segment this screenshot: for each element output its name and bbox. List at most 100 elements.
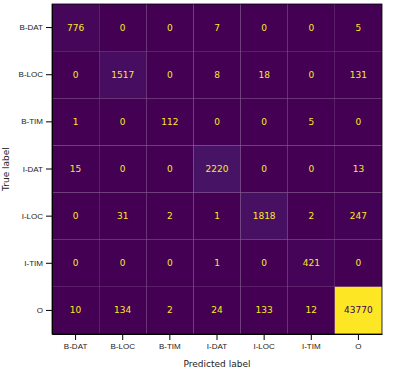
cell-label: 247 bbox=[350, 211, 367, 221]
plot: 7760070050151708180131101120050150022200… bbox=[19, 4, 383, 351]
heatmap-cell bbox=[146, 287, 193, 334]
heatmap-cell bbox=[288, 4, 335, 51]
cell-labels: 7760070050151708180131101120050150022200… bbox=[67, 23, 373, 316]
cell-label: 7 bbox=[214, 23, 220, 33]
y-axis: B-DATB-LOCB-TIMI-DATI-LOCI-TIMO bbox=[19, 5, 53, 335]
y-axis-line bbox=[52, 5, 53, 335]
heatmap-cell bbox=[52, 98, 99, 145]
cell-label: 0 bbox=[73, 70, 79, 80]
heatmap-cell bbox=[193, 287, 240, 334]
x-tick-label: B-TIM bbox=[159, 342, 181, 351]
y-tick: I-TIM bbox=[24, 259, 52, 268]
cell-label: 10 bbox=[70, 305, 82, 315]
cell-label: 1517 bbox=[111, 70, 134, 80]
heatmap-cell bbox=[335, 51, 382, 98]
cell-label: 0 bbox=[167, 258, 173, 268]
heatmap-cell bbox=[52, 51, 99, 98]
cell-label: 8 bbox=[214, 70, 220, 80]
cell-label: 0 bbox=[356, 258, 362, 268]
x-tick-label: I-TIM bbox=[302, 342, 321, 351]
heatmap-cell bbox=[335, 98, 382, 145]
cell-label: 776 bbox=[67, 23, 84, 33]
x-tick: I-TIM bbox=[302, 334, 321, 351]
cell-label: 0 bbox=[261, 117, 267, 127]
cell-label: 13 bbox=[353, 164, 364, 174]
cell-label: 131 bbox=[350, 70, 367, 80]
y-tick-mark bbox=[46, 74, 52, 75]
heatmap-cell bbox=[146, 4, 193, 51]
cell-label: 0 bbox=[214, 117, 220, 127]
heatmap-cell bbox=[241, 145, 288, 192]
heatmap-cell bbox=[99, 287, 146, 334]
cell-label: 2 bbox=[308, 211, 314, 221]
cell-label: 0 bbox=[308, 70, 314, 80]
heatmap-cell bbox=[241, 51, 288, 98]
heatmap-cell bbox=[99, 145, 146, 192]
heatmap-cell bbox=[146, 193, 193, 240]
x-tick: B-LOC bbox=[110, 334, 135, 351]
heatmap-cell bbox=[193, 51, 240, 98]
cell-label: 0 bbox=[167, 70, 173, 80]
heatmap-cell bbox=[146, 240, 193, 287]
cell-label: 0 bbox=[73, 211, 79, 221]
heatmap-cell bbox=[99, 98, 146, 145]
x-tick-label: B-DAT bbox=[64, 342, 88, 351]
y-tick: I-LOC bbox=[22, 212, 52, 221]
cell-label: 134 bbox=[114, 305, 131, 315]
heatmap-cell bbox=[193, 98, 240, 145]
x-tick-label: I-LOC bbox=[253, 342, 275, 351]
heatmap-cell bbox=[241, 98, 288, 145]
x-tick-mark bbox=[264, 334, 265, 340]
heatmap-cell bbox=[52, 287, 99, 334]
cell-label: 1818 bbox=[253, 211, 276, 221]
heatmap-cell bbox=[99, 240, 146, 287]
cell-label: 0 bbox=[73, 258, 79, 268]
y-tick-mark bbox=[46, 263, 52, 264]
cells bbox=[52, 4, 382, 334]
heatmap-cell bbox=[335, 287, 382, 334]
y-tick-label: I-DAT bbox=[23, 165, 43, 174]
y-tick-label: B-LOC bbox=[19, 70, 44, 79]
x-tick-mark bbox=[75, 334, 76, 340]
cell-label: 133 bbox=[256, 305, 273, 315]
heatmap-cell bbox=[288, 98, 335, 145]
heatmap-cell bbox=[288, 145, 335, 192]
y-tick-label: B-DAT bbox=[20, 23, 44, 32]
x-axis-title: Predicted label bbox=[184, 359, 251, 369]
cell-label: 0 bbox=[167, 164, 173, 174]
y-tick: I-DAT bbox=[23, 165, 52, 174]
heatmap-cell bbox=[99, 51, 146, 98]
x-tick-mark bbox=[358, 334, 359, 340]
x-tick-mark bbox=[122, 334, 123, 340]
heatmap-cell bbox=[52, 193, 99, 240]
heatmap-cell bbox=[52, 240, 99, 287]
heatmap-cell bbox=[335, 193, 382, 240]
y-tick-label: O bbox=[37, 306, 43, 315]
x-tick: I-LOC bbox=[253, 334, 275, 351]
cell-label: 0 bbox=[261, 23, 267, 33]
cell-label: 0 bbox=[120, 164, 126, 174]
x-tick: I-DAT bbox=[207, 334, 227, 351]
x-tick: B-DAT bbox=[64, 334, 88, 351]
cell-label: 421 bbox=[303, 258, 320, 268]
heatmap-cell bbox=[52, 4, 99, 51]
heatmap-cell bbox=[335, 240, 382, 287]
heatmap-cell bbox=[146, 51, 193, 98]
y-tick-mark bbox=[46, 310, 52, 311]
heatmap-cell bbox=[193, 240, 240, 287]
cell-label: 0 bbox=[356, 117, 362, 127]
x-tick-mark bbox=[217, 334, 218, 340]
heatmap-cell bbox=[99, 4, 146, 51]
frame bbox=[52, 4, 382, 334]
y-tick-label: I-LOC bbox=[22, 212, 44, 221]
heatmap-cell bbox=[288, 193, 335, 240]
heatmap-cell bbox=[241, 4, 288, 51]
cell-label: 0 bbox=[261, 258, 267, 268]
x-tick: O bbox=[355, 334, 361, 351]
cell-label: 15 bbox=[70, 164, 81, 174]
heatmap-cell bbox=[193, 145, 240, 192]
y-tick-mark bbox=[46, 216, 52, 217]
heatmap-cell bbox=[335, 145, 382, 192]
heatmap-cell bbox=[241, 193, 288, 240]
x-tick-mark bbox=[311, 334, 312, 340]
